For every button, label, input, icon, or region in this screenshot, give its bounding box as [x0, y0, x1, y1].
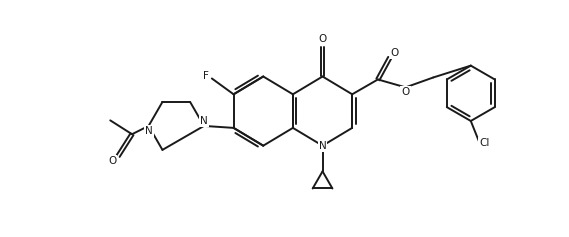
Text: N: N — [145, 126, 152, 136]
Text: O: O — [402, 87, 410, 97]
Text: F: F — [203, 71, 209, 81]
Text: O: O — [390, 48, 399, 58]
Text: O: O — [319, 34, 327, 44]
Text: O: O — [108, 156, 117, 166]
Text: Cl: Cl — [480, 138, 490, 148]
Text: N: N — [200, 116, 208, 126]
Text: N: N — [319, 141, 327, 151]
